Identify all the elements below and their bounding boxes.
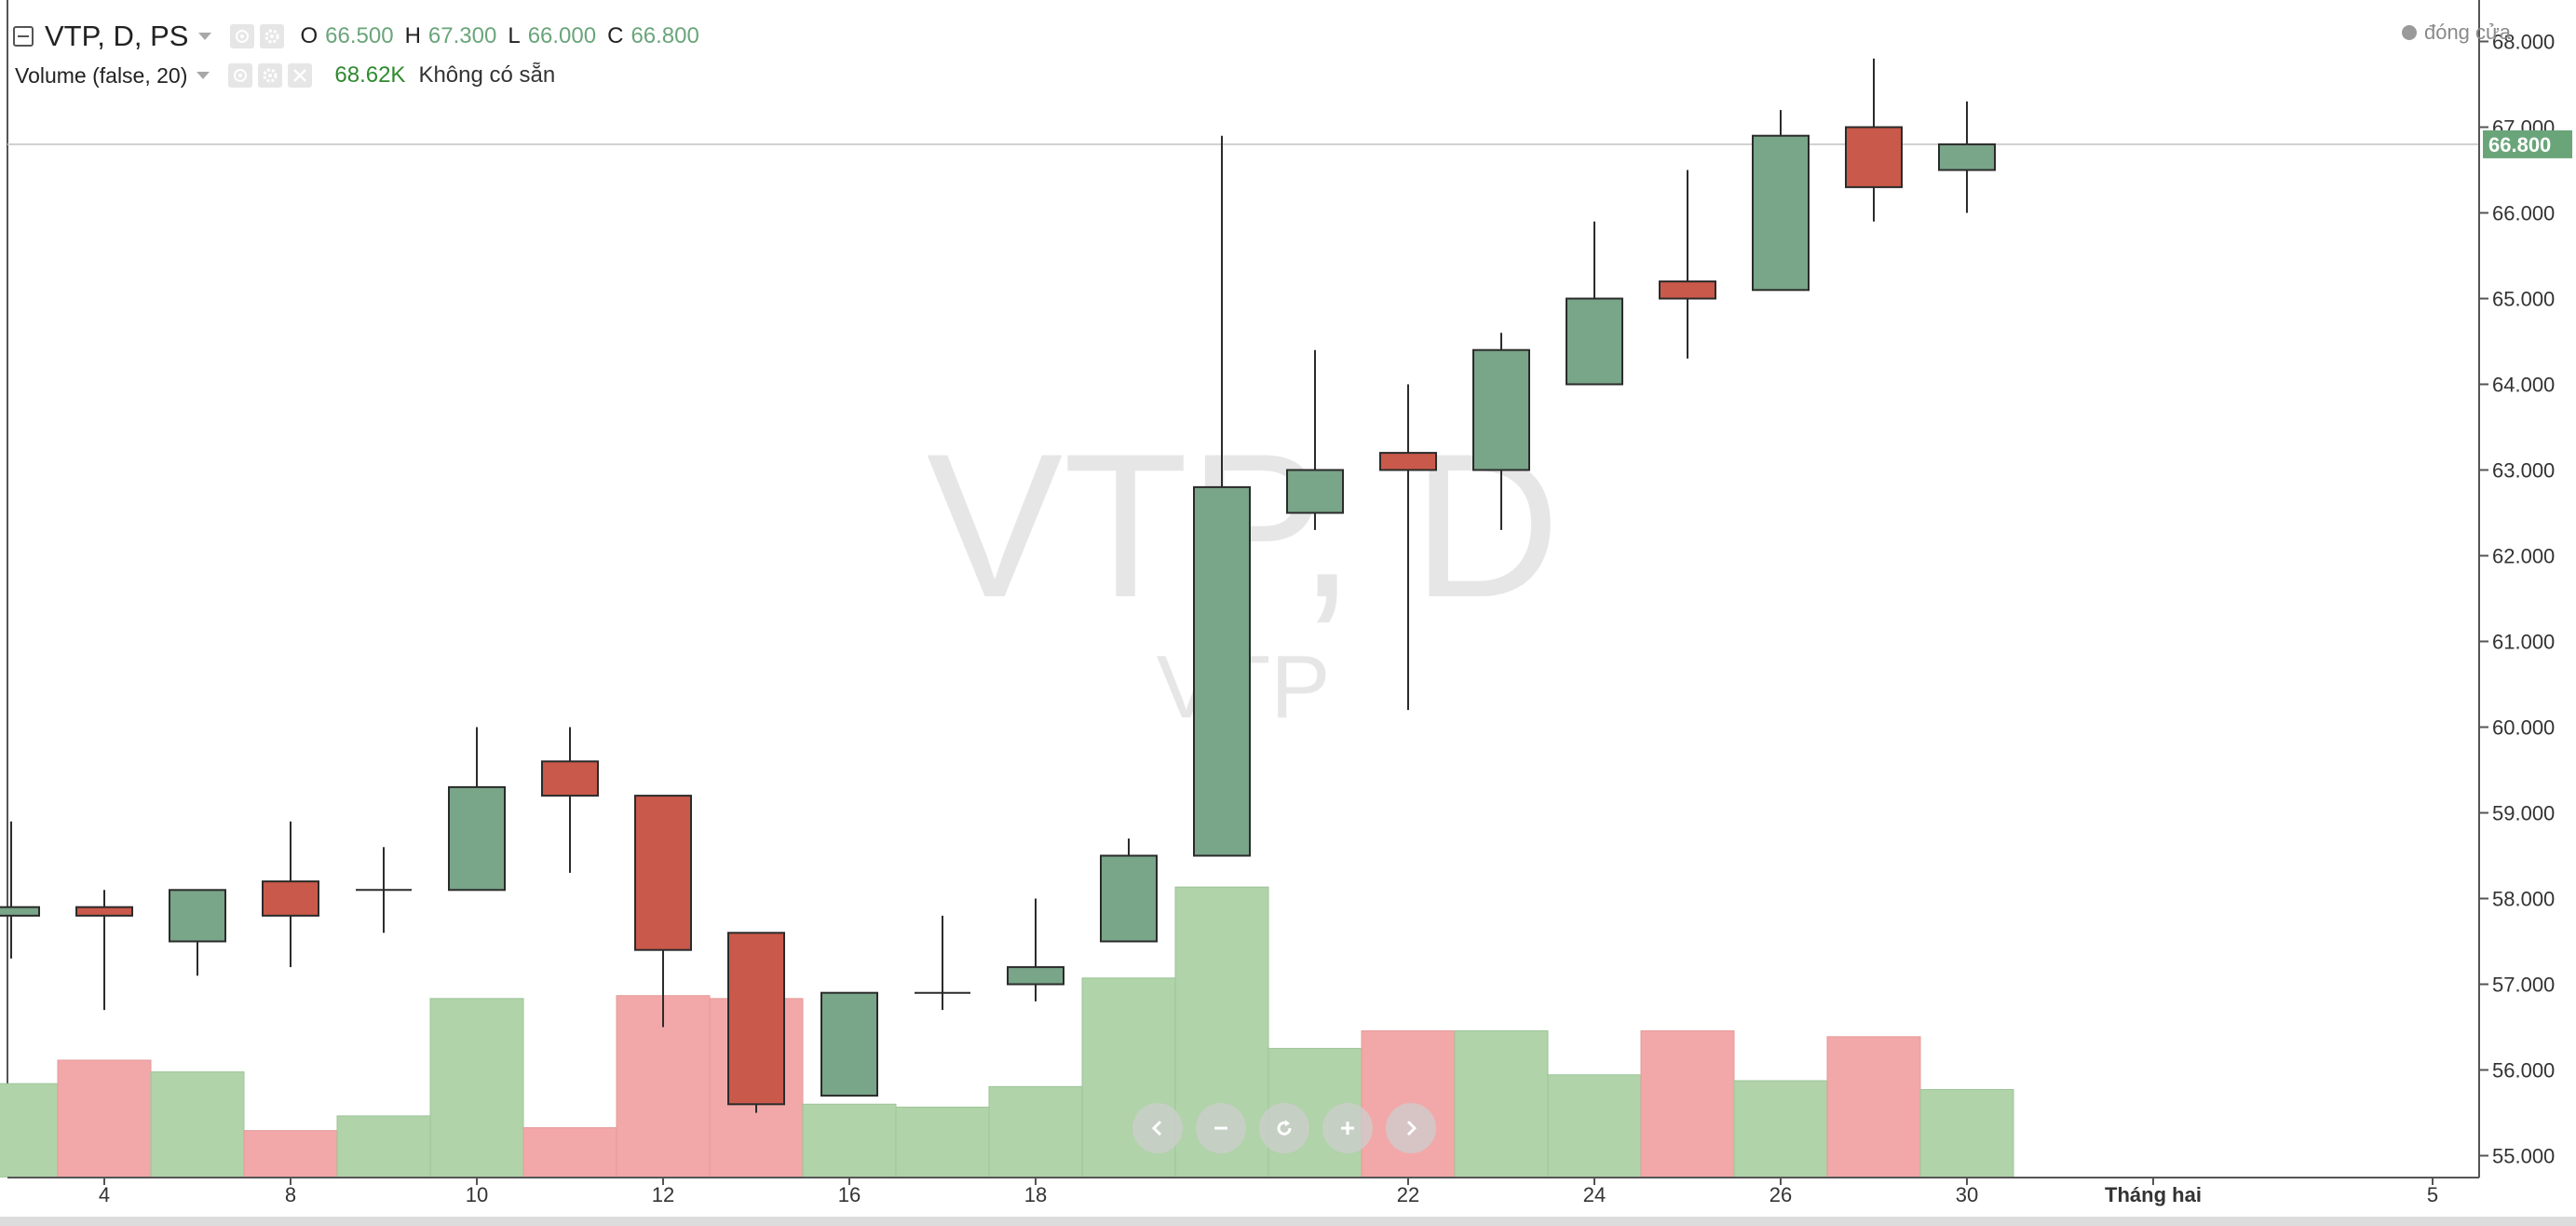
open-label: O [300, 23, 319, 48]
volume-bar [0, 1083, 59, 1178]
candle-body [1752, 134, 1810, 292]
price-tag [2483, 129, 2572, 158]
close-price-legend: đóng cửa [2401, 20, 2511, 45]
x-tick-label: 18 [1024, 1183, 1047, 1206]
candle-body [1845, 126, 1903, 188]
volume-bar [1454, 1030, 1549, 1178]
gear-icon[interactable] [258, 63, 283, 88]
x-tick-label: 24 [1583, 1183, 1606, 1206]
x-tick-label: 22 [1397, 1183, 1419, 1206]
volume-bar [988, 1085, 1083, 1178]
zoom-in-icon[interactable] [1322, 1103, 1373, 1153]
y-tick-label: 64.000 [2492, 374, 2555, 397]
x-tick-label: 26 [1769, 1183, 1792, 1206]
volume-value: 68.62K [334, 62, 406, 88]
candle-body [1566, 297, 1623, 386]
volume-bar [429, 998, 524, 1178]
volume-bar [895, 1106, 990, 1178]
volume-bar [1919, 1089, 2014, 1178]
candle-body [1659, 280, 1716, 300]
candle-body [634, 795, 692, 951]
candle-body [1472, 348, 1530, 471]
high-label: H [404, 23, 421, 48]
candle-body [1007, 966, 1064, 986]
volume-bar [57, 1059, 152, 1178]
candle-body [727, 932, 785, 1106]
low-value: 66.000 [527, 23, 597, 48]
x-tick-label: 30 [1956, 1183, 1978, 1206]
x-tick-label: 5 [2427, 1183, 2438, 1206]
x-tick-label: 4 [99, 1183, 110, 1206]
volume-bar [802, 1103, 897, 1178]
candle-body [1379, 452, 1437, 471]
y-tick-label: 60.000 [2492, 716, 2555, 740]
y-tick-label: 58.000 [2492, 888, 2555, 911]
x-tick-label: 12 [652, 1183, 674, 1206]
reset-icon[interactable] [1259, 1103, 1309, 1153]
candle-body [262, 880, 319, 917]
bottom-scrollbar [0, 1217, 2576, 1226]
candle-body [1286, 469, 1344, 514]
x-tick-label: 8 [285, 1183, 296, 1206]
y-tick-label: 56.000 [2492, 1059, 2555, 1083]
gear-icon[interactable] [259, 24, 284, 48]
volume-bar [243, 1130, 338, 1178]
y-tick-label: 62.000 [2492, 545, 2555, 568]
candle-body [1193, 485, 1251, 857]
chevron-down-icon[interactable] [197, 72, 210, 79]
dot-icon [2401, 25, 2417, 40]
volume-bar [1640, 1030, 1735, 1178]
price-axis-background [2479, 0, 2576, 1178]
open-value: 66.500 [325, 23, 394, 48]
volume-legend-row: Volume (false, 20) 68.62K Không có sẵn [15, 60, 555, 91]
symbol-title[interactable]: VTP, D, PS [45, 20, 189, 52]
volume-bar [1826, 1036, 1921, 1178]
eye-icon[interactable] [228, 63, 253, 88]
volume-bar [1733, 1080, 1828, 1178]
candle-body [169, 889, 226, 943]
volume-study-title[interactable]: Volume (false, 20) [15, 62, 188, 88]
chevron-down-icon[interactable] [197, 33, 211, 40]
chart-navigation [1132, 1103, 1449, 1153]
y-tick-label: 66.000 [2492, 202, 2555, 225]
volume-bar [522, 1126, 617, 1178]
zoom-out-icon[interactable] [1196, 1103, 1246, 1153]
y-tick-label: 57.000 [2492, 974, 2555, 997]
low-label: L [508, 23, 521, 48]
y-tick-label: 59.000 [2492, 802, 2555, 825]
y-tick-label: 63.000 [2492, 459, 2555, 483]
volume-bar [150, 1071, 245, 1178]
chevron-left-icon[interactable] [1132, 1103, 1183, 1153]
x-tick-label: Tháng hai [2105, 1183, 2202, 1206]
symbol-legend-row: VTP, D, PS O 66.500 H 67.300 L 66.000 C … [13, 17, 699, 56]
eye-icon[interactable] [229, 24, 254, 48]
collapse-icon[interactable] [13, 26, 34, 47]
close-value: 66.800 [630, 23, 699, 48]
y-tick-label: 68.000 [2492, 31, 2555, 54]
close-label: C [607, 23, 624, 48]
candle-body [1938, 143, 1996, 171]
candle-body [820, 991, 878, 1097]
chevron-right-icon[interactable] [1386, 1103, 1436, 1153]
price-tag-label: 66.800 [2488, 133, 2551, 157]
high-value: 67.300 [427, 23, 497, 48]
y-tick-label: 65.000 [2492, 288, 2555, 311]
y-tick-label: 61.000 [2492, 631, 2555, 654]
volume-status: Không có sẵn [418, 62, 556, 88]
candle-body [0, 906, 40, 917]
candle-body [1100, 854, 1158, 943]
volume-bar [336, 1115, 431, 1178]
close-price-legend-label: đóng cửa [2423, 20, 2511, 44]
candle-body [448, 785, 506, 892]
x-tick-label: 10 [466, 1183, 488, 1206]
candle-body [541, 760, 599, 797]
candle-body [75, 906, 133, 917]
y-tick-label: 55.000 [2492, 1145, 2555, 1168]
x-tick-label: 16 [838, 1183, 861, 1206]
volume-bar [1547, 1074, 1642, 1178]
close-icon[interactable] [288, 63, 313, 88]
